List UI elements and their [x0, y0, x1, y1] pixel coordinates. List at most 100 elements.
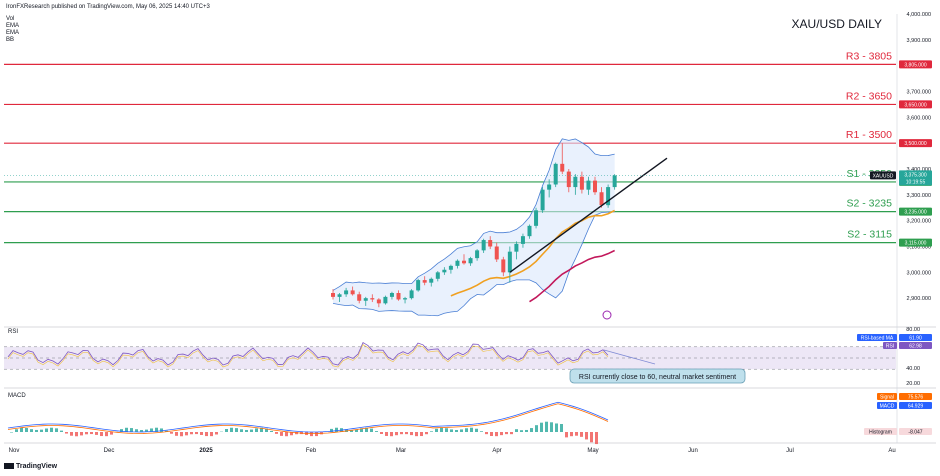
level-label: S2 - 3235 [846, 198, 892, 210]
symbol-tag [870, 171, 896, 180]
y-tick-label: 4,000.000 [907, 12, 931, 18]
macd-histogram-bar [390, 432, 393, 437]
macd-histogram-bar [90, 432, 93, 435]
candle-body [560, 163, 565, 172]
macd-histogram-bar [530, 428, 533, 432]
rsi-tag-text: RSI [886, 344, 894, 350]
candle-body [462, 260, 466, 264]
candle-body [344, 290, 349, 295]
macd-histogram-bar [365, 427, 368, 432]
macd-histogram-bar [200, 432, 203, 435]
candle-body [527, 225, 532, 237]
macd-histogram-bar [580, 432, 583, 437]
level-label: R2 - 3650 [846, 90, 892, 102]
macd-histogram-bar [180, 432, 183, 437]
macd-histogram-bar [565, 432, 568, 438]
macd-histogram-tag [864, 428, 897, 435]
x-tick-label: Apr [492, 448, 501, 454]
level-price-tag [899, 207, 932, 216]
rsi-note-text: RSI currently close to 60, neutral marke… [579, 374, 736, 381]
macd-histogram-bar [595, 432, 598, 445]
macd-tag-text: MACD [880, 404, 895, 410]
rsi-title: RSI [8, 329, 18, 335]
alert-marker-icon [602, 310, 612, 320]
macd-histogram-value-tag [899, 428, 932, 435]
macd-histogram-bar [140, 429, 143, 432]
x-tick-label: Mar [396, 448, 406, 454]
rsi-value: 62.98 [909, 344, 922, 350]
macd-histogram-bar [150, 428, 153, 432]
candle-body [514, 243, 519, 252]
macd-histogram-bar [495, 432, 498, 437]
candle-body [337, 294, 342, 297]
indicator-label-ema-2: EMA [6, 30, 20, 36]
macd-histogram-bar [215, 432, 218, 435]
candle-body [331, 293, 335, 297]
macd-histogram-bar [155, 427, 158, 432]
candle-body [416, 280, 421, 291]
rsi-line [7, 341, 609, 366]
y-tick-label: 2,900.000 [907, 296, 931, 302]
macd-histogram-bar [500, 432, 503, 436]
macd-value-tag [899, 402, 932, 409]
candle-body [599, 192, 604, 206]
macd-histogram-bar [80, 432, 83, 436]
candle-body [475, 250, 480, 259]
macd-value: 64.929 [908, 404, 924, 410]
macd-histogram-bar [10, 432, 13, 433]
candle-body [501, 259, 506, 273]
macd-histogram-bar [185, 432, 188, 436]
level-price-tag [899, 100, 932, 109]
last-price-text: 3,375.300 [904, 172, 926, 178]
y-tick-label: 3,200.000 [907, 219, 931, 225]
candle-body [435, 272, 440, 279]
macd-histogram-bar [360, 428, 363, 432]
macd-histogram-bar [450, 429, 453, 432]
macd-histogram-bar [525, 429, 528, 432]
macd-histogram-bar [520, 430, 523, 432]
macd-histogram-bar [290, 432, 293, 436]
candle-body [547, 184, 552, 190]
macd-histogram-bar [280, 432, 283, 436]
rsi-projection-line [603, 349, 656, 365]
candle-body [494, 246, 499, 260]
macd-histogram-bar [255, 428, 258, 432]
macd-histogram-bar [240, 429, 243, 432]
candle-body [606, 187, 611, 206]
macd-histogram-bar [205, 432, 208, 437]
macd-histogram-bar [385, 432, 388, 436]
macd-histogram-bar [175, 432, 178, 436]
macd-histogram-bar [375, 431, 378, 432]
macd-histogram-bar [35, 429, 38, 432]
candle-body [507, 251, 512, 273]
macd-histogram-bar [420, 432, 423, 437]
macd-histogram-bar [445, 428, 448, 432]
level-price-tag-text: 3,805.000 [904, 62, 926, 68]
macd-histogram-bar [575, 432, 578, 436]
macd-title: MACD [8, 393, 26, 399]
macd-histogram-bar [135, 429, 138, 432]
macd-histogram-bar [85, 432, 88, 435]
macd-histogram-bar [145, 429, 148, 432]
y-tick-label: 3,900.000 [907, 38, 931, 44]
candle-body [520, 236, 525, 244]
macd-line [7, 401, 609, 433]
candle-body [448, 265, 453, 270]
macd-histogram-bar [50, 427, 53, 432]
macd-histogram-bar [310, 432, 313, 437]
candle-body [357, 294, 362, 301]
candle-body [403, 298, 408, 300]
macd-signal-value-tag [899, 393, 932, 400]
ema-slow-line [529, 249, 615, 303]
macd-signal-line [7, 403, 609, 434]
candle-body [534, 210, 539, 226]
candle-body [455, 260, 460, 266]
macd-histogram-bar [20, 427, 23, 432]
y-tick-label: 3,000.000 [907, 270, 931, 276]
level-price-tag [899, 60, 932, 69]
candle-body [389, 293, 394, 297]
rsi-tick-label: 40.00 [906, 366, 920, 372]
level-price-tag-text: 3,500.000 [904, 141, 926, 147]
bollinger-band-fill [333, 138, 615, 316]
indicator-label-bb: BB [6, 37, 15, 43]
